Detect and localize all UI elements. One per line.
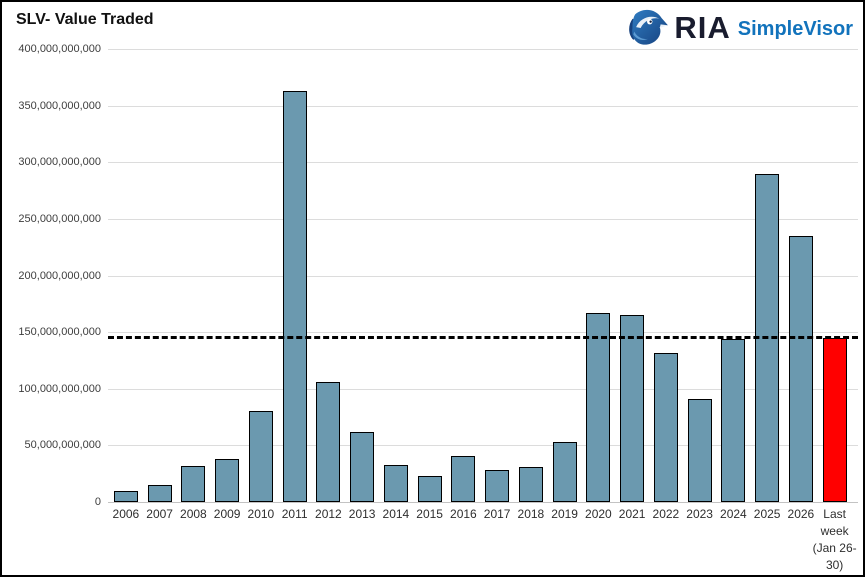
gridline [108, 445, 858, 447]
gridline [108, 388, 858, 390]
ria-simplevisor-logo: RIA SimpleVisor [625, 8, 853, 48]
x-axis-tick-label: 2023 [686, 507, 713, 521]
bar-2014 [383, 464, 408, 502]
bar-2007 [147, 485, 172, 502]
x-axis-tick-label: 2024 [720, 507, 747, 521]
gridline [108, 49, 858, 50]
x-axis-tick-label: 2009 [213, 507, 241, 521]
bar-2017 [485, 470, 510, 502]
x-axis-tick-label: 2014 [382, 507, 410, 521]
chart-title: SLV- Value Traded [16, 11, 154, 28]
x-axis-tick-label: 2011 [281, 507, 308, 521]
x-axis-tick-label: 2013 [348, 507, 376, 521]
y-axis-tick-label: 250,000,000,000 [18, 212, 101, 225]
gridline [108, 275, 858, 277]
bar-2021 [620, 315, 645, 502]
x-axis-tick-label: 2006 [112, 507, 140, 521]
y-axis-tick-label: 350,000,000,000 [18, 99, 101, 112]
bar-2013 [350, 431, 375, 502]
reference-line [108, 335, 858, 339]
x-axis-tick-label: 2015 [416, 507, 443, 521]
bar-2012 [316, 381, 341, 502]
simplevisor-logo-text: SimpleVisor [737, 18, 853, 40]
bar-2026 [788, 235, 813, 502]
x-axis-tick-label: 2021 [618, 507, 646, 521]
bar-2022 [653, 352, 678, 502]
bar-2020 [586, 312, 611, 502]
bar-2023 [687, 398, 712, 502]
ria-eagle-icon [629, 9, 669, 45]
bar-2009 [215, 458, 240, 502]
bar-2006 [113, 490, 138, 502]
x-axis-tick-label: 2007 [146, 507, 173, 521]
x-axis-tick-label: 2025 [753, 507, 781, 521]
bar-2019 [552, 441, 577, 502]
bar-2018 [518, 466, 543, 502]
bar-2011 [282, 90, 307, 502]
x-axis-tick-label: 2022 [652, 507, 680, 521]
y-axis-tick-label: 300,000,000,000 [18, 156, 101, 169]
y-axis-tick-label: 50,000,000,000 [24, 439, 101, 452]
bar-2024 [721, 338, 746, 502]
x-axis-tick-label: 2017 [483, 507, 511, 521]
x-axis-tick-label: 2010 [247, 507, 275, 521]
y-axis-tick-label: 200,000,000,000 [18, 269, 101, 282]
x-axis-tick-label: 2018 [517, 507, 545, 521]
gridline [108, 218, 858, 220]
x-axis-tick-label: 2008 [180, 507, 207, 521]
x-axis-baseline [108, 502, 858, 503]
y-axis-tick-label: 400,000,000,000 [18, 43, 101, 55]
x-axis-tick-label: 2012 [315, 507, 342, 521]
y-axis-tick-label: 100,000,000,000 [18, 382, 101, 395]
bar-2015 [417, 475, 442, 502]
bar-2010 [248, 411, 273, 502]
y-axis-tick-label: 0 [94, 496, 101, 508]
x-axis-tick-label: 2016 [450, 507, 477, 521]
gridline [108, 105, 858, 107]
bar-2016 [451, 455, 476, 502]
bar-last-week-jan-26-30 [822, 337, 847, 502]
gridline [108, 162, 858, 164]
x-axis-tick-label: 2026 [787, 507, 815, 521]
bar-2008 [181, 465, 206, 502]
ria-logo-text: RIA [674, 10, 731, 45]
y-axis-tick-label: 150,000,000,000 [18, 326, 101, 339]
gridline [108, 332, 858, 334]
x-axis-tick-label: 2020 [585, 507, 612, 521]
x-axis-tick-label: Last week (Jan 26-30) [812, 507, 857, 572]
x-axis-tick-label: 2019 [551, 507, 578, 521]
